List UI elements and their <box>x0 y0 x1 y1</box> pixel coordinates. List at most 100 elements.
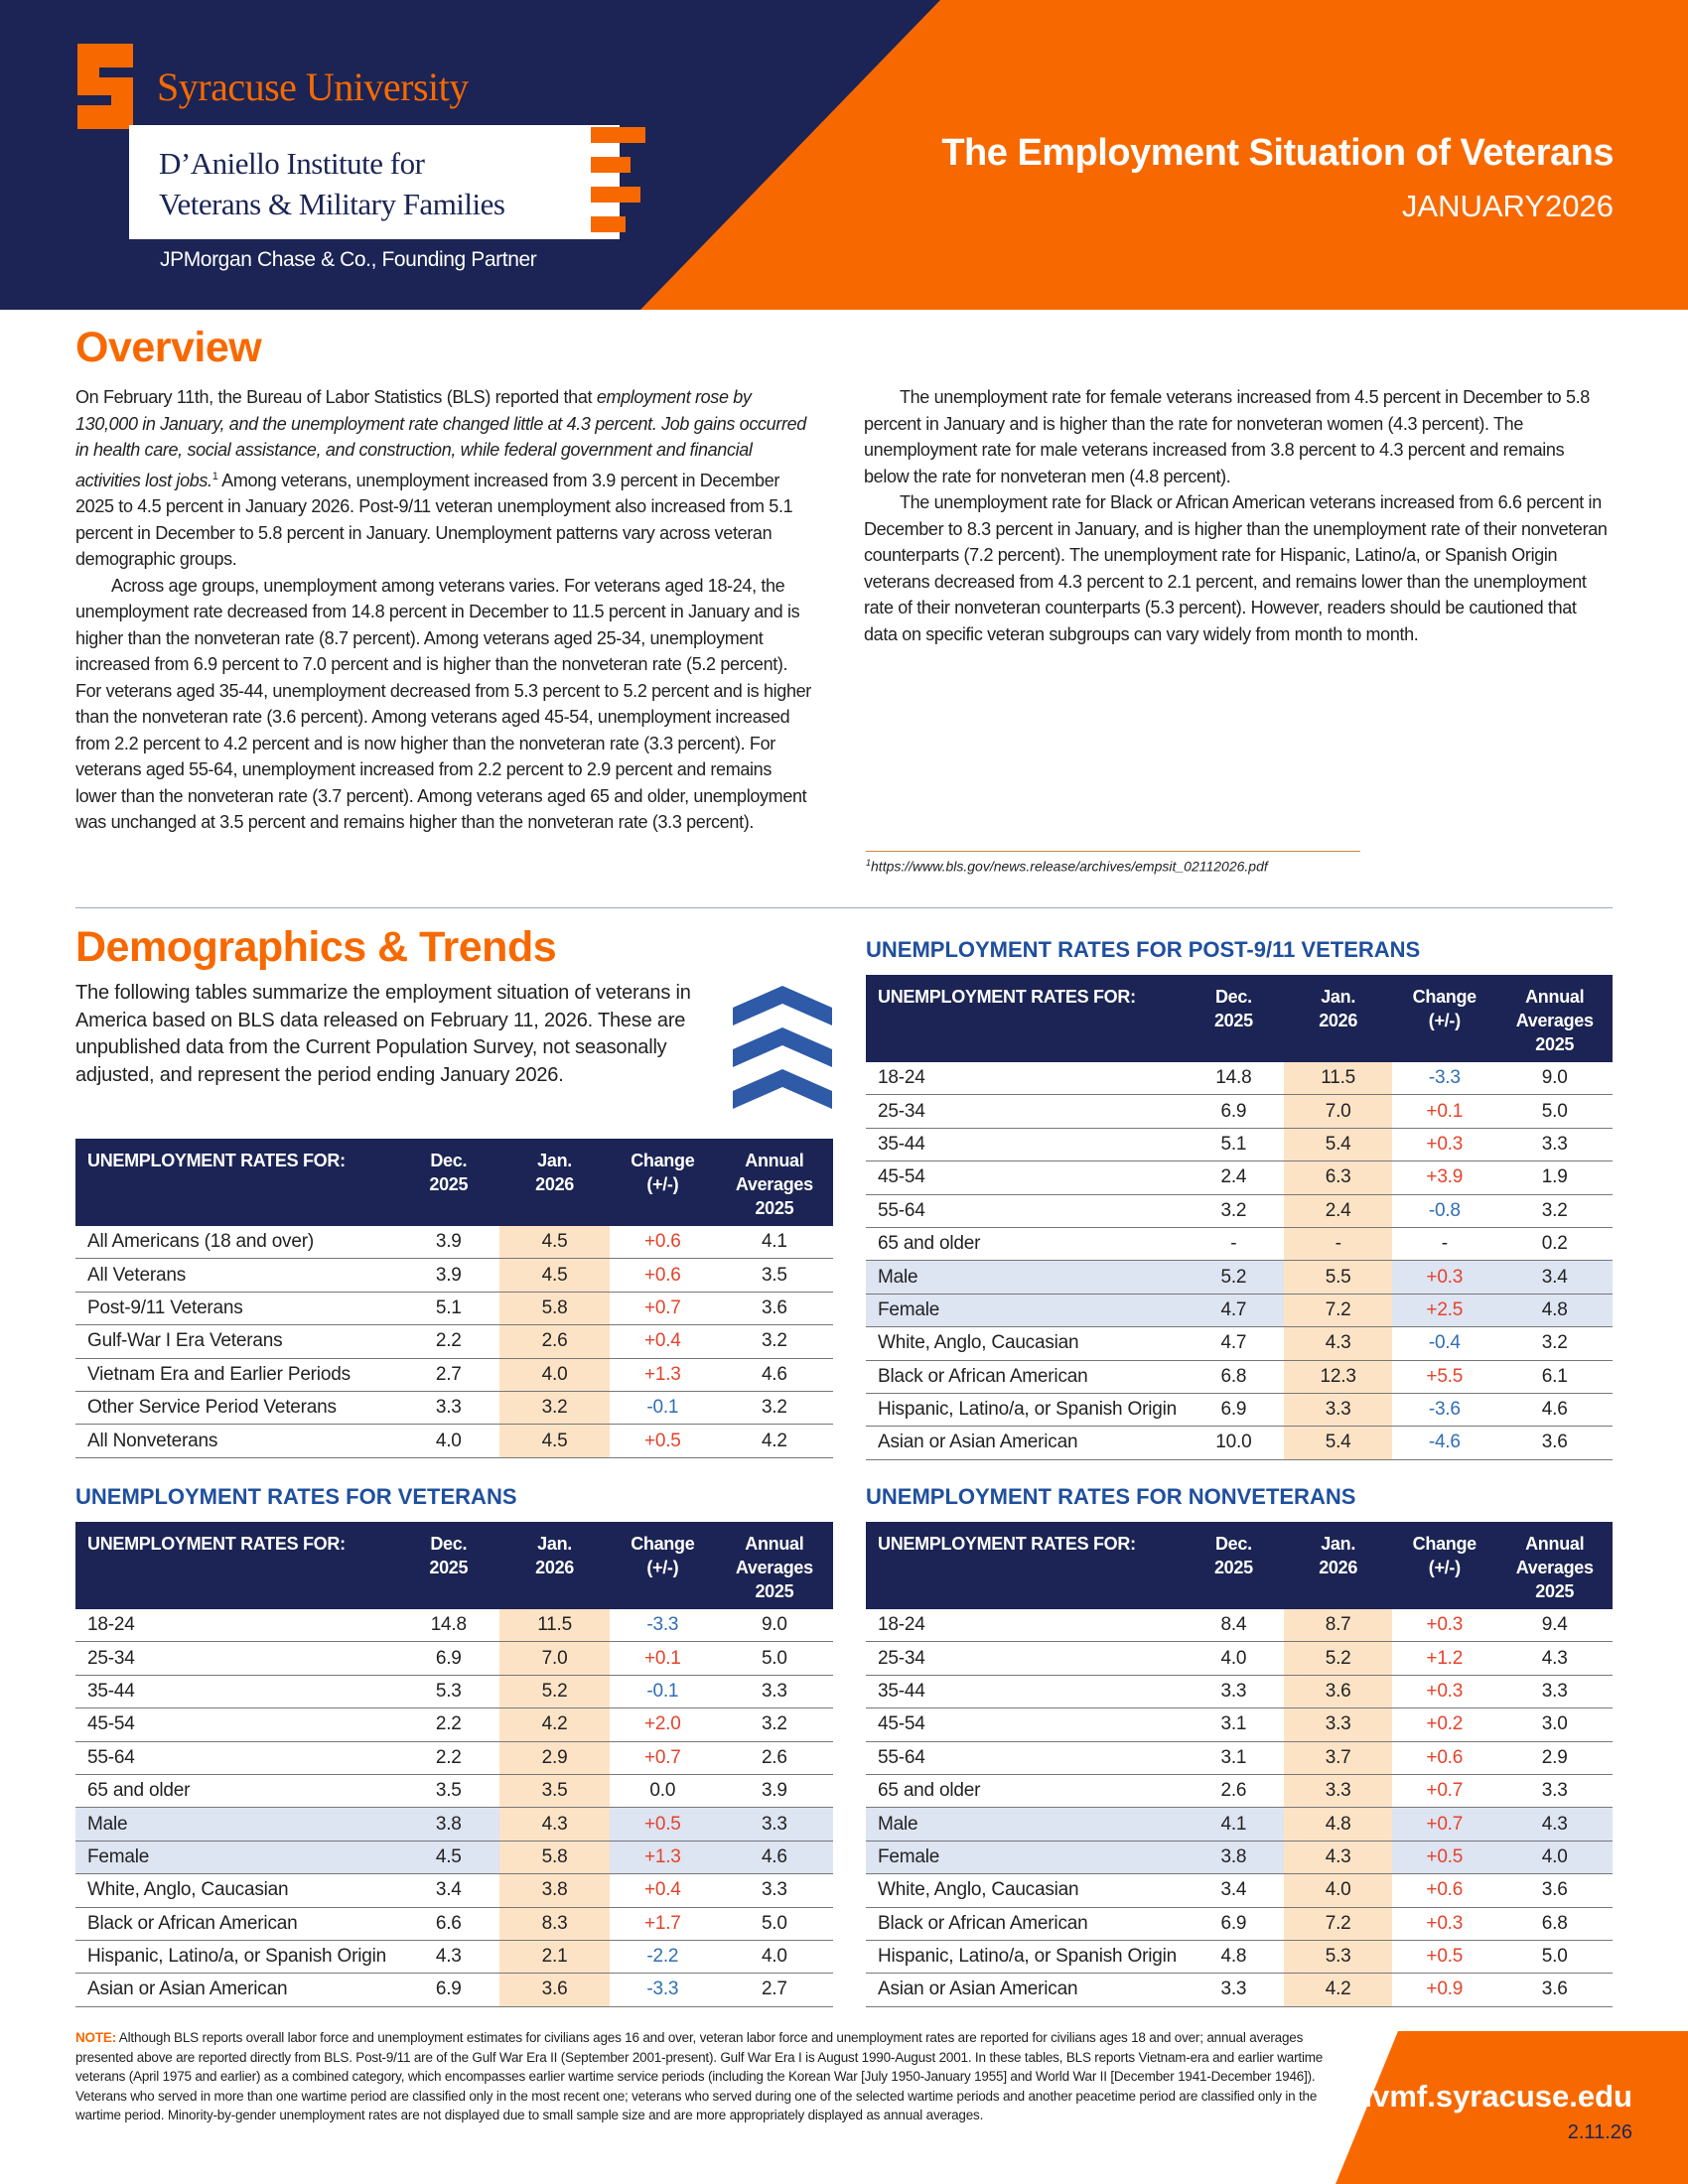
cell: +5.5 <box>1392 1360 1497 1394</box>
section-heading: Overview <box>75 324 262 371</box>
header-cell: Annual Averages 2025 <box>1496 975 1613 1062</box>
cell: +1.3 <box>609 1841 716 1875</box>
table-row: 55-64 2.2 2.9 +0.7 2.6 <box>75 1741 833 1775</box>
cell: 5.2 <box>1284 1641 1393 1676</box>
cell: +0.7 <box>609 1292 716 1326</box>
table-row: Asian or Asian American 10.0 5.4 -4.6 3.6 <box>866 1426 1613 1460</box>
cell: 4.5 <box>499 1226 610 1260</box>
cell: -2.2 <box>609 1940 716 1975</box>
institute-name: D’Aniello Institute for Veterans & Milita… <box>159 143 505 224</box>
row-label: Black or African American <box>866 1907 1184 1941</box>
table-row: 25-34 4.0 5.2 +1.2 4.3 <box>866 1641 1613 1676</box>
cell: 9.4 <box>1496 1609 1613 1643</box>
cell: 5.0 <box>1496 1094 1613 1129</box>
cell: -0.8 <box>1392 1194 1497 1228</box>
cell: -3.6 <box>1392 1393 1497 1428</box>
cell: 3.2 <box>715 1707 833 1742</box>
intro: The following tables summarize the emplo… <box>75 982 691 1086</box>
table: UNEMPLOYMENT RATES FOR: Dec. 2025 Jan. 202… <box>75 1139 833 1458</box>
cell: 4.0 <box>397 1424 500 1458</box>
cell: 5.4 <box>1284 1128 1393 1162</box>
row-label: 18-24 <box>75 1609 398 1643</box>
italic-text: employment rose by 130,000 in January, a… <box>75 387 806 490</box>
table-row: Vietnam Era and Earlier Periods 2.7 4.0 +1.… <box>75 1358 833 1392</box>
cell: 3.6 <box>715 1292 833 1326</box>
cell: +0.3 <box>1392 1907 1497 1941</box>
cell: 3.2 <box>715 1324 833 1359</box>
cell: 3.3 <box>1183 1675 1285 1709</box>
cell: +0.6 <box>609 1258 716 1293</box>
table-row: White, Anglo, Caucasian 3.4 4.0 +0.6 3.6 <box>866 1873 1613 1908</box>
cell: 6.8 <box>1496 1907 1613 1941</box>
table-block: UNEMPLOYMENT RATES FOR: Dec. 2025 Jan. 202… <box>75 1139 833 1458</box>
cell: 4.3 <box>1496 1641 1613 1676</box>
row-label: Black or African American <box>866 1360 1184 1394</box>
table-row: Post-9/11 Veterans 5.1 5.8 +0.7 3.6 <box>75 1292 833 1326</box>
cell: +1.3 <box>609 1358 716 1392</box>
header-cell: Jan. 2026 <box>499 1139 610 1226</box>
row-label: 65 and older <box>866 1774 1184 1809</box>
row-label: 45-54 <box>866 1707 1184 1742</box>
cell: 3.6 <box>1496 1973 1613 2007</box>
footer-corner <box>1336 2031 1688 2184</box>
table-row: Female 3.8 4.3 +0.5 4.0 <box>866 1841 1613 1875</box>
cell: 4.7 <box>1183 1326 1285 1361</box>
table-row: Other Service Period Veterans 3.3 3.2 -0.1 3… <box>75 1391 833 1426</box>
table-title: UNEMPLOYMENT RATES FOR NONVETERANS <box>866 1484 1356 1509</box>
cell: 4.1 <box>715 1226 833 1260</box>
note: NOTE: Although BLS reports overall labor… <box>75 2028 1327 2125</box>
table: UNEMPLOYMENT RATES FOR: Dec. 2025 Jan. 202… <box>75 1522 833 2007</box>
cell: 5.1 <box>1183 1128 1285 1162</box>
cell: 3.9 <box>397 1226 500 1260</box>
cell: 6.6 <box>397 1907 500 1941</box>
row-label: Female <box>866 1294 1184 1328</box>
cell: +0.3 <box>1392 1675 1497 1709</box>
cell: 5.5 <box>1284 1260 1393 1295</box>
table-row: Asian or Asian American 3.3 4.2 +0.9 3.6 <box>866 1973 1613 2007</box>
cell: 0.0 <box>609 1774 716 1809</box>
header-cell: Dec. 2025 <box>397 1522 500 1609</box>
row-label: Hispanic, Latino/a, or Spanish Origin <box>75 1940 398 1975</box>
cell: 5.2 <box>499 1675 610 1709</box>
table: UNEMPLOYMENT RATES FOR: Dec. 2025 Jan. 202… <box>866 975 1613 1460</box>
cell: 3.0 <box>1496 1707 1613 1742</box>
header-cell: Change (+/-) <box>1392 1522 1497 1609</box>
cell: 3.6 <box>1284 1675 1393 1709</box>
table-row: White, Anglo, Caucasian 4.7 4.3 -0.4 3.2 <box>866 1326 1613 1361</box>
header-row: UNEMPLOYMENT RATES FOR: Dec. 2025 Jan. 202… <box>866 1522 1613 1609</box>
table-row: 35-44 5.3 5.2 -0.1 3.3 <box>75 1675 833 1709</box>
table-row: Black or African American 6.9 7.2 +0.3 6.8 <box>866 1907 1613 1941</box>
row-label: Hispanic, Latino/a, or Spanish Origin <box>866 1940 1184 1975</box>
table-row: 18-24 14.8 11.5 -3.3 9.0 <box>75 1609 833 1643</box>
cell: 5.2 <box>1183 1260 1285 1295</box>
table-row: 65 and older 2.6 3.3 +0.7 3.3 <box>866 1774 1613 1809</box>
cell: 3.3 <box>1284 1774 1393 1809</box>
cell: 2.4 <box>1284 1194 1393 1228</box>
cell: 7.0 <box>1284 1094 1393 1129</box>
row-label: Female <box>75 1841 398 1875</box>
cell: 4.3 <box>1284 1841 1393 1875</box>
row-label: 35-44 <box>866 1675 1184 1709</box>
cell: +0.7 <box>1392 1774 1497 1809</box>
cell: +1.2 <box>1392 1641 1497 1676</box>
footnote-rule <box>866 851 1360 852</box>
cell: 6.9 <box>1183 1393 1285 1428</box>
cell: +1.7 <box>609 1907 716 1941</box>
cell: 2.6 <box>499 1324 610 1359</box>
table-block: UNEMPLOYMENT RATES FOR POST-9/11 VETERAN… <box>866 937 1613 1460</box>
table-block: UNEMPLOYMENT RATES FOR VETERANS UNEMPLOYM… <box>75 1484 833 2007</box>
cell: +0.1 <box>609 1641 716 1676</box>
row-label: Asian or Asian American <box>75 1973 398 2007</box>
table-row: 65 and older - - -0.2 <box>866 1227 1613 1262</box>
header-row: UNEMPLOYMENT RATES FOR: Dec. 2025 Jan. 202… <box>866 975 1613 1062</box>
cell: 4.8 <box>1284 1807 1393 1842</box>
cell: +2.5 <box>1392 1294 1497 1328</box>
cell: 3.9 <box>397 1258 500 1293</box>
table-row: 18-24 8.4 8.7 +0.3 9.4 <box>866 1609 1613 1643</box>
cell: 8.4 <box>1183 1609 1285 1643</box>
cell: 5.0 <box>1496 1940 1613 1975</box>
header-cell: Change (+/-) <box>1392 975 1497 1062</box>
table-row: 55-64 3.1 3.7 +0.6 2.9 <box>866 1741 1613 1775</box>
row-label: 55-64 <box>866 1194 1184 1228</box>
table-row: 45-54 3.1 3.3 +0.2 3.0 <box>866 1707 1613 1742</box>
